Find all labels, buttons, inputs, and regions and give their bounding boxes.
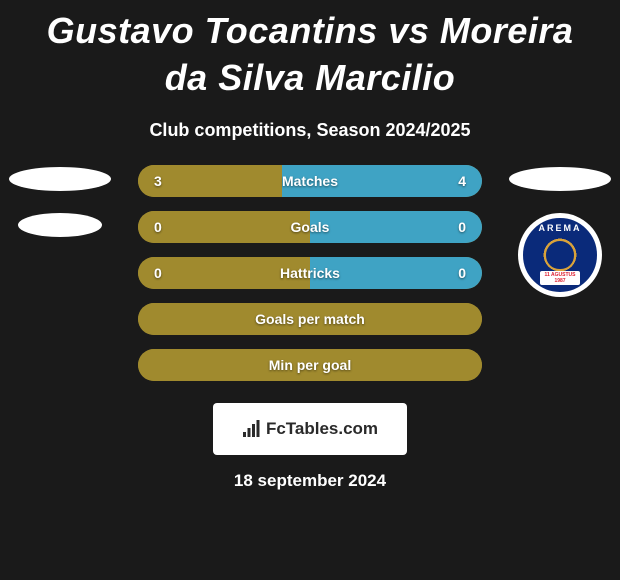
brand-badge: FcTables.com bbox=[213, 403, 407, 455]
stat-bars: 34Matches 00Goals 00Hattricks Goals per mat… bbox=[138, 165, 482, 381]
page-title: Gustavo Tocantins vs Moreira da Silva Ma… bbox=[0, 8, 620, 102]
stats-area: AREMA 11 AGUSTUS 1987 34Matches 00Goals 00… bbox=[0, 165, 620, 381]
bar-chart-icon bbox=[242, 420, 262, 438]
right-player-club-badge: AREMA 11 AGUSTUS 1987 bbox=[518, 213, 602, 297]
right-player-column: AREMA 11 AGUSTUS 1987 bbox=[508, 167, 612, 297]
club-badge-name: AREMA bbox=[526, 223, 594, 233]
left-player-column bbox=[8, 167, 112, 237]
infographic-container: Gustavo Tocantins vs Moreira da Silva Ma… bbox=[0, 0, 620, 580]
stat-row: 00Goals bbox=[138, 211, 482, 243]
stat-label: Goals per match bbox=[138, 311, 482, 327]
stat-label: Goals bbox=[138, 219, 482, 235]
stat-label: Min per goal bbox=[138, 357, 482, 373]
stat-label: Matches bbox=[138, 173, 482, 189]
right-player-photo-placeholder bbox=[509, 167, 611, 191]
brand-text: FcTables.com bbox=[266, 419, 378, 439]
stat-row: 00Hattricks bbox=[138, 257, 482, 289]
club-badge-founding: 11 AGUSTUS 1987 bbox=[540, 271, 580, 285]
left-player-club-placeholder bbox=[18, 213, 102, 237]
stat-row: Min per goal bbox=[138, 349, 482, 381]
club-badge-lion-icon bbox=[546, 241, 574, 269]
left-player-photo-placeholder bbox=[9, 167, 111, 191]
footer-date: 18 september 2024 bbox=[0, 471, 620, 491]
subtitle: Club competitions, Season 2024/2025 bbox=[0, 120, 620, 141]
stat-label: Hattricks bbox=[138, 265, 482, 281]
stat-row: 34Matches bbox=[138, 165, 482, 197]
club-badge-graphic: AREMA 11 AGUSTUS 1987 bbox=[523, 218, 597, 292]
stat-row: Goals per match bbox=[138, 303, 482, 335]
